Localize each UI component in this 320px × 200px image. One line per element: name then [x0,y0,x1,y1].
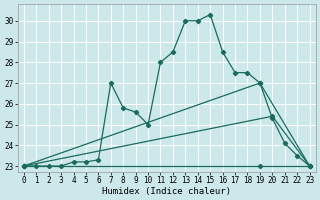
X-axis label: Humidex (Indice chaleur): Humidex (Indice chaleur) [102,187,231,196]
